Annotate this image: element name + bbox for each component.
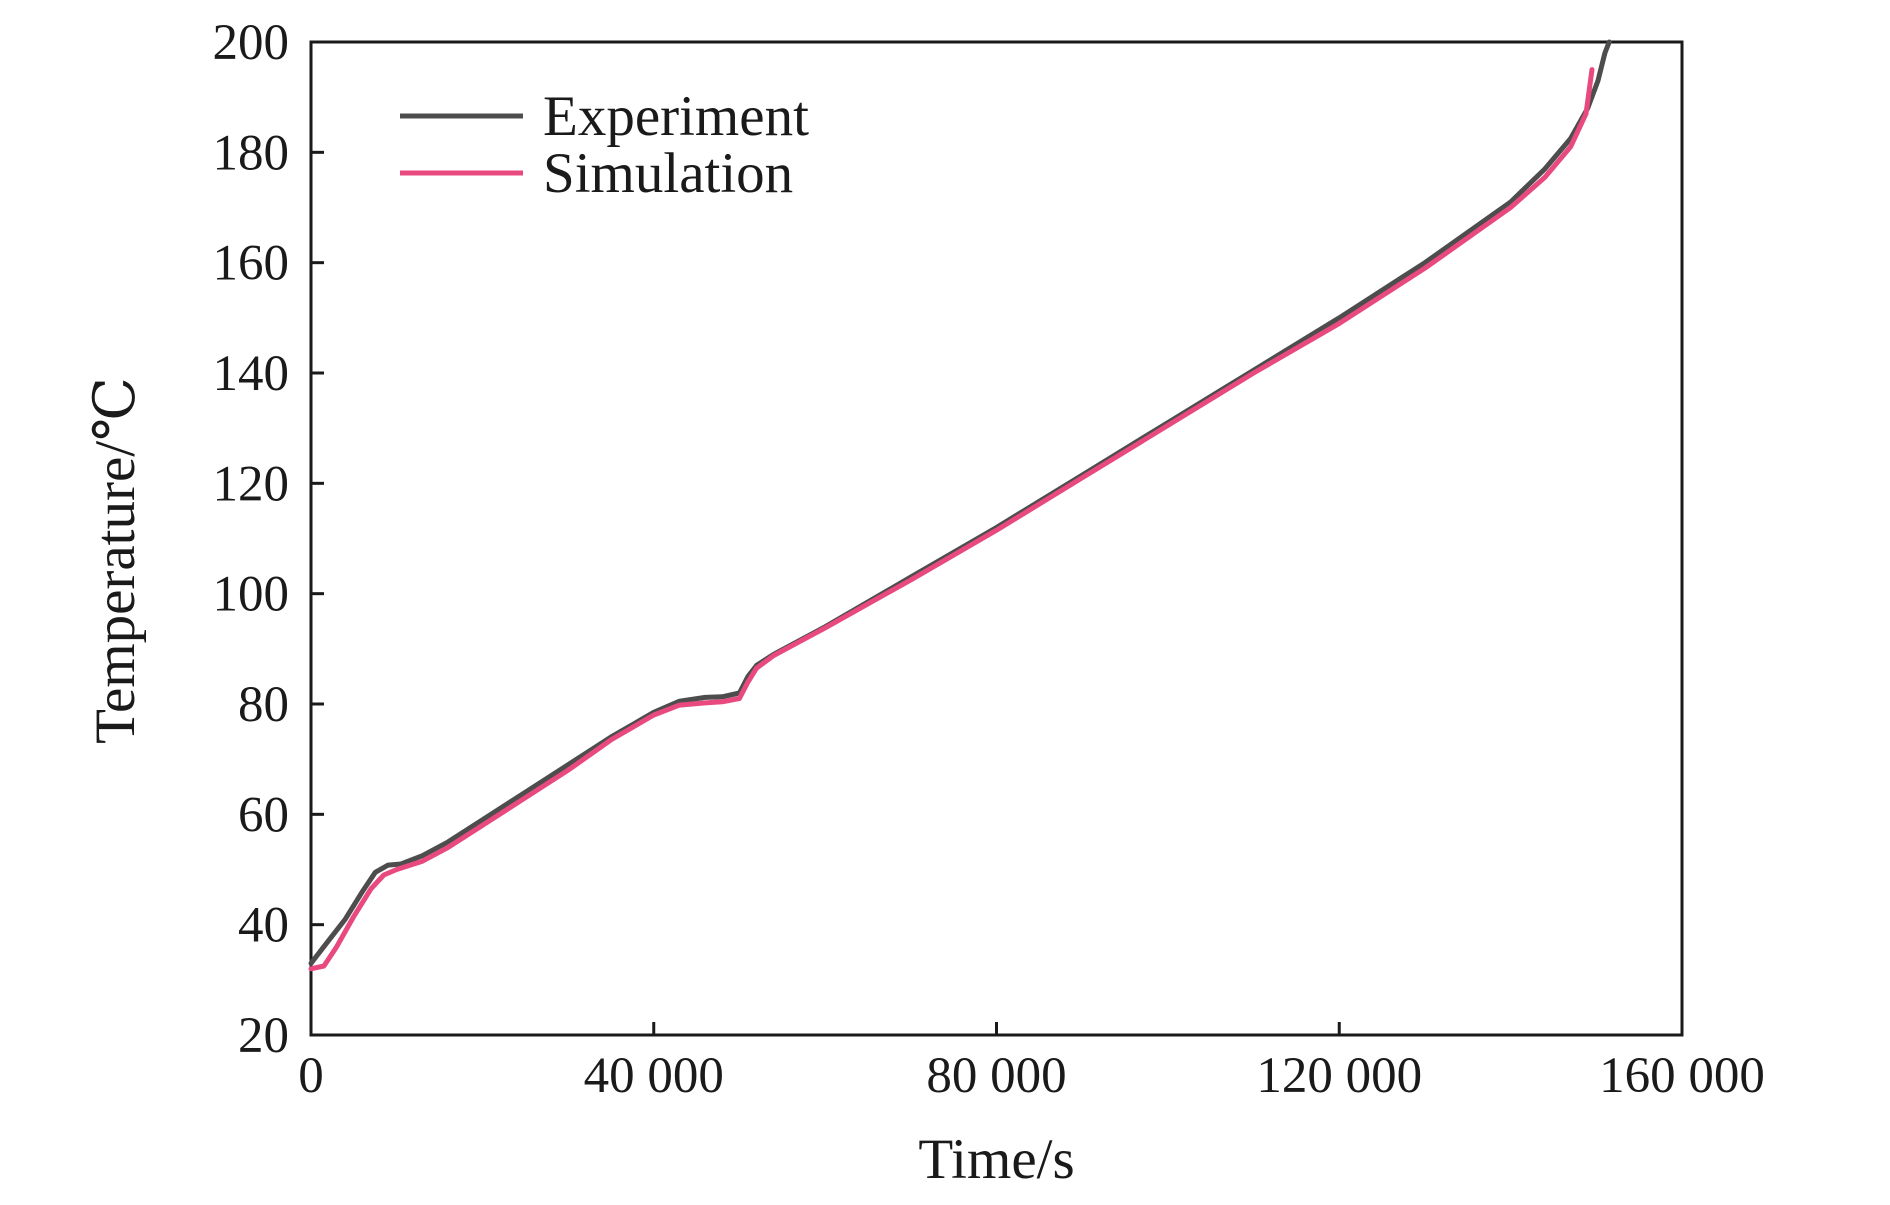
y-tick-label: 100 (213, 567, 290, 623)
series-layer (308, 39, 1612, 972)
x-tick-label: 80 000 (926, 1048, 1066, 1104)
legend-label: Experiment (543, 85, 809, 148)
x-tick-label: 160 000 (1599, 1048, 1765, 1104)
y-tick-label: 160 (213, 236, 290, 292)
y-tick-label: 140 (213, 346, 290, 402)
y-tick-label: 20 (238, 1008, 289, 1064)
tick-labels: 0 40 000 80 000 120 000 160 000 20 40 60 80 100 12… (213, 15, 1765, 1104)
x-tick-label: 120 000 (1256, 1048, 1422, 1104)
axis-ticks (309, 40, 1684, 1037)
y-tick-label: 180 (213, 125, 290, 181)
x-tick-label: 40 000 (584, 1048, 724, 1104)
y-tick-label: 60 (238, 787, 289, 843)
y-tick-label: 120 (213, 456, 290, 512)
y-tick-label: 200 (213, 15, 290, 71)
y-axis-title: Temperature/℃ (84, 377, 147, 744)
y-tick-label: 80 (238, 677, 289, 733)
series-line-experiment (308, 39, 1612, 966)
y-tick-label: 40 (238, 898, 289, 954)
series-line-simulation (308, 67, 1595, 972)
x-axis-title: Time/s (918, 1128, 1074, 1191)
legend-label: Simulation (543, 142, 793, 205)
x-tick-label: 0 (298, 1048, 324, 1104)
